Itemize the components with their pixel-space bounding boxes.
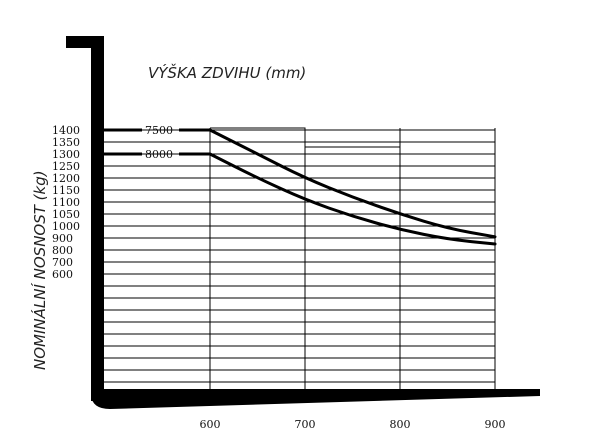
y-tick-label: 1150	[52, 184, 80, 197]
series-line-8000	[208, 152, 497, 246]
y-tick-label: 1250	[52, 160, 80, 173]
frame-left-bar	[91, 48, 104, 401]
series-label: 8000	[145, 148, 173, 161]
chart-upper-boundary	[210, 127, 496, 389]
x-tick-labels: 600 700 800 900	[200, 418, 506, 431]
x-tick-label: 800	[390, 418, 411, 431]
y-tick-label: 1000	[52, 220, 80, 233]
series-line-7500	[208, 128, 497, 239]
y-tick-label: 1200	[52, 172, 80, 185]
x-tick-label: 900	[485, 418, 506, 431]
y-tick-label: 800	[52, 244, 73, 257]
y-tick-label: 1050	[52, 208, 80, 221]
grid	[104, 127, 496, 389]
y-tick-label: 1100	[52, 196, 80, 209]
y-tick-label: 1400	[52, 124, 80, 137]
y-tick-label: 700	[52, 256, 73, 269]
y-tick-label: 900	[52, 232, 73, 245]
frame-bottom-bar	[91, 389, 540, 409]
y-tick-label: 1350	[52, 136, 80, 149]
y-tick-label: 1300	[52, 148, 80, 161]
x-tick-label: 600	[200, 418, 221, 431]
y-tick-label: 600	[52, 268, 73, 281]
series-group: 7500 8000	[104, 124, 497, 246]
y-tick-labels: 1400135013001250120011501100105010009008…	[52, 124, 80, 281]
series-label: 7500	[145, 124, 173, 137]
chart-title: VÝŠKA ZDVIHU (mm)	[148, 63, 306, 82]
x-tick-label: 700	[295, 418, 316, 431]
y-axis-title: NOMINÁLNÍ NOSNOST (kg)	[30, 170, 49, 370]
